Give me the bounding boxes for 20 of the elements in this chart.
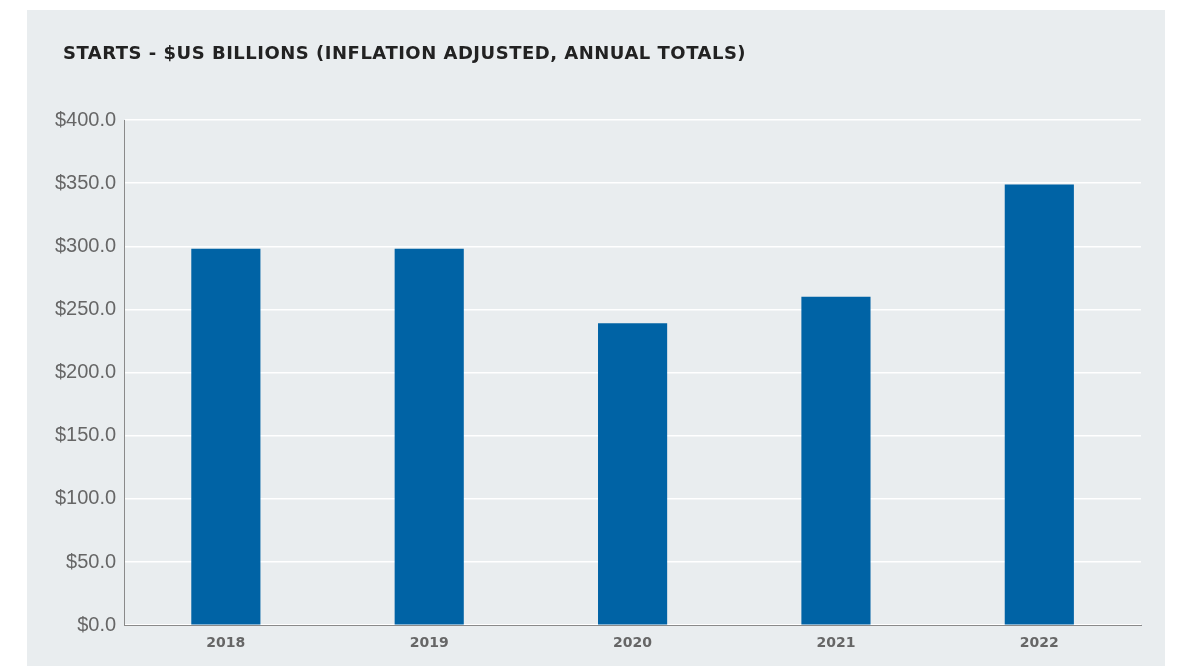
y-tick-label: $100.0 <box>55 486 117 509</box>
y-tick-label: $400.0 <box>55 107 117 130</box>
y-tick-label: $50.0 <box>66 549 117 572</box>
y-tick-label: $350.0 <box>55 170 117 193</box>
x-tick-label: 2022 <box>1019 634 1059 651</box>
y-tick-label: $300.0 <box>55 233 117 256</box>
bar <box>394 248 464 625</box>
y-tick-label: $0.0 <box>77 612 117 635</box>
bar <box>801 296 871 625</box>
y-tick-label: $150.0 <box>55 423 117 446</box>
bar <box>598 323 668 625</box>
bar <box>191 248 261 625</box>
y-tick-label: $250.0 <box>55 296 117 319</box>
x-tick-label: 2018 <box>206 634 246 651</box>
y-tick-label: $200.0 <box>55 360 117 383</box>
x-tick-label: 2020 <box>613 634 653 651</box>
bar <box>1004 184 1074 625</box>
x-tick-label: 2019 <box>409 634 449 651</box>
x-tick-label: 2021 <box>816 634 856 651</box>
chart-title: STARTS - $US BILLIONS (INFLATION ADJUSTED, ANNUAL TOTALS) <box>63 42 747 63</box>
